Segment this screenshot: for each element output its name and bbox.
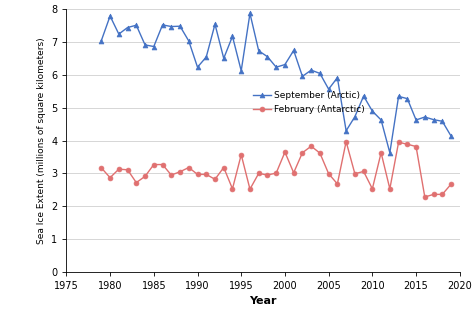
- September (Arctic): [99, 39, 104, 43]
- February (Antarctic): [404, 142, 410, 146]
- February (Antarctic): [422, 195, 428, 199]
- September (Arctic): [273, 65, 279, 69]
- February (Antarctic): [413, 145, 419, 149]
- September (Arctic): [264, 55, 270, 58]
- February (Antarctic): [247, 187, 253, 191]
- February (Antarctic): [177, 170, 183, 174]
- September (Arctic): [343, 129, 349, 133]
- February (Antarctic): [352, 172, 358, 176]
- September (Arctic): [352, 115, 358, 118]
- September (Arctic): [142, 43, 148, 47]
- February (Antarctic): [203, 173, 209, 176]
- February (Antarctic): [291, 171, 297, 175]
- February (Antarctic): [431, 192, 437, 196]
- Line: September (Arctic): September (Arctic): [99, 11, 454, 155]
- September (Arctic): [308, 68, 314, 72]
- February (Antarctic): [168, 173, 174, 177]
- September (Arctic): [247, 11, 253, 15]
- February (Antarctic): [282, 150, 288, 154]
- February (Antarctic): [195, 173, 201, 176]
- February (Antarctic): [238, 153, 244, 157]
- February (Antarctic): [229, 187, 235, 191]
- September (Arctic): [256, 49, 262, 53]
- February (Antarctic): [308, 144, 314, 148]
- September (Arctic): [229, 34, 235, 38]
- February (Antarctic): [300, 151, 305, 155]
- September (Arctic): [448, 134, 454, 138]
- September (Arctic): [160, 23, 165, 27]
- February (Antarctic): [125, 168, 130, 172]
- February (Antarctic): [264, 173, 270, 177]
- X-axis label: Year: Year: [249, 296, 277, 306]
- February (Antarctic): [273, 171, 279, 175]
- February (Antarctic): [186, 166, 191, 169]
- September (Arctic): [291, 49, 297, 52]
- February (Antarctic): [370, 187, 375, 191]
- February (Antarctic): [361, 170, 366, 173]
- September (Arctic): [335, 76, 340, 80]
- February (Antarctic): [116, 167, 122, 171]
- Y-axis label: Sea Ice Extent (millions of square kilometers): Sea Ice Extent (millions of square kilom…: [36, 37, 46, 244]
- September (Arctic): [151, 45, 156, 48]
- September (Arctic): [361, 94, 366, 98]
- September (Arctic): [370, 109, 375, 113]
- September (Arctic): [396, 94, 401, 98]
- September (Arctic): [378, 118, 384, 122]
- February (Antarctic): [142, 174, 148, 178]
- February (Antarctic): [151, 163, 156, 167]
- September (Arctic): [300, 75, 305, 78]
- September (Arctic): [134, 23, 139, 27]
- February (Antarctic): [134, 181, 139, 185]
- February (Antarctic): [396, 140, 401, 144]
- September (Arctic): [404, 97, 410, 100]
- September (Arctic): [317, 71, 323, 75]
- September (Arctic): [116, 32, 122, 36]
- February (Antarctic): [256, 172, 262, 175]
- February (Antarctic): [317, 151, 323, 155]
- September (Arctic): [439, 119, 445, 123]
- September (Arctic): [326, 87, 331, 91]
- September (Arctic): [125, 26, 130, 29]
- September (Arctic): [221, 57, 227, 60]
- February (Antarctic): [343, 140, 349, 143]
- February (Antarctic): [439, 192, 445, 196]
- February (Antarctic): [448, 182, 454, 186]
- February (Antarctic): [107, 176, 113, 179]
- February (Antarctic): [99, 166, 104, 170]
- September (Arctic): [203, 55, 209, 59]
- September (Arctic): [177, 24, 183, 28]
- September (Arctic): [422, 115, 428, 119]
- February (Antarctic): [160, 163, 165, 167]
- September (Arctic): [195, 65, 201, 69]
- September (Arctic): [168, 25, 174, 28]
- September (Arctic): [282, 63, 288, 66]
- February (Antarctic): [378, 151, 384, 155]
- September (Arctic): [238, 69, 244, 73]
- September (Arctic): [186, 39, 191, 43]
- February (Antarctic): [212, 177, 218, 181]
- September (Arctic): [107, 14, 113, 18]
- Line: February (Antarctic): February (Antarctic): [99, 139, 454, 199]
- September (Arctic): [431, 118, 437, 122]
- September (Arctic): [413, 118, 419, 122]
- February (Antarctic): [335, 182, 340, 186]
- September (Arctic): [212, 22, 218, 26]
- Legend: September (Arctic), February (Antarctic): September (Arctic), February (Antarctic): [249, 88, 369, 118]
- February (Antarctic): [221, 166, 227, 169]
- February (Antarctic): [387, 187, 392, 191]
- February (Antarctic): [326, 172, 331, 176]
- September (Arctic): [387, 151, 392, 155]
